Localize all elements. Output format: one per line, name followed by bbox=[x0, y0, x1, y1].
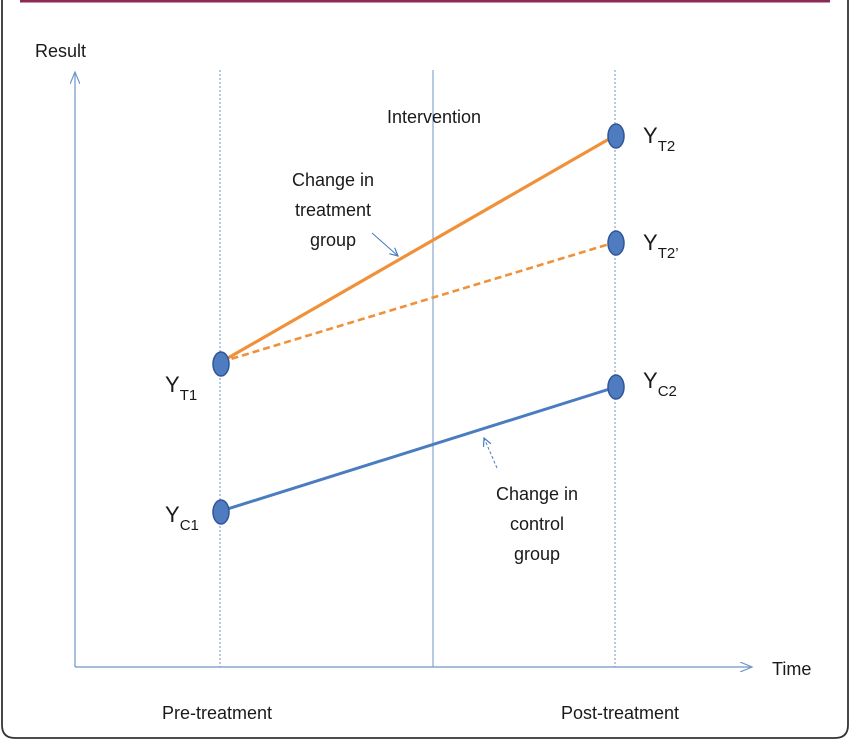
control-annotation-line-1: Change in bbox=[496, 484, 578, 504]
label-yc1: YC1 bbox=[165, 502, 199, 534]
treatment-annotation-line-2: treatment bbox=[295, 200, 371, 220]
intervention-label: Intervention bbox=[387, 107, 481, 127]
treatment-annotation-line-1: Change in bbox=[292, 170, 374, 190]
label-yt2: YT2 bbox=[643, 123, 675, 155]
post-treatment-label: Post-treatment bbox=[561, 703, 679, 723]
control-annotation-line-2: control bbox=[510, 514, 564, 534]
point-yc1 bbox=[212, 499, 230, 525]
treatment-annotation-arrow bbox=[371, 232, 398, 256]
point-yt2 bbox=[607, 123, 625, 149]
x-axis-label: Time bbox=[772, 659, 811, 679]
treatment-annotation-line-3: group bbox=[310, 230, 356, 250]
treatment-line bbox=[220, 133, 617, 364]
point-yc2 bbox=[607, 374, 625, 400]
control-annotation: Change in control group bbox=[496, 484, 578, 564]
counterfactual-line bbox=[220, 240, 617, 364]
label-yt2-prime: YT2’ bbox=[643, 230, 679, 262]
control-line bbox=[220, 385, 617, 513]
control-annotation-arrow bbox=[484, 438, 498, 469]
treatment-annotation: Change in treatment group bbox=[292, 170, 374, 250]
label-yt1: YT1 bbox=[165, 372, 197, 404]
point-yt2-prime bbox=[607, 230, 625, 256]
pre-treatment-label: Pre-treatment bbox=[162, 703, 272, 723]
y-axis-label: Result bbox=[35, 41, 86, 61]
control-annotation-line-3: group bbox=[514, 544, 560, 564]
point-yt1 bbox=[212, 351, 230, 377]
label-yc2: YC2 bbox=[643, 368, 677, 400]
